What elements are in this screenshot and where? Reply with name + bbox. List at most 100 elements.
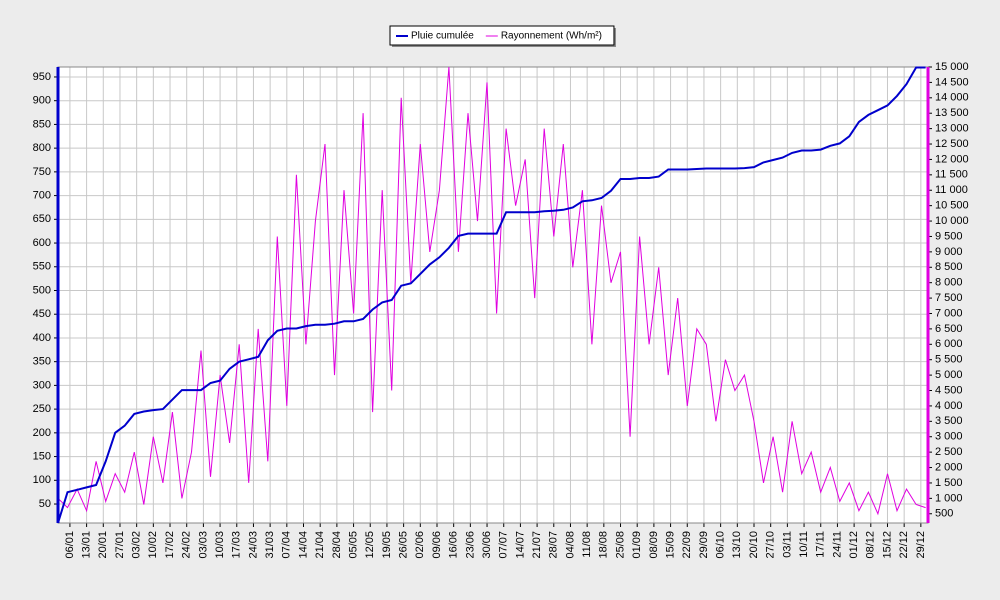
x-tick-label: 15/09: [664, 531, 676, 559]
x-tick-label: 19/05: [381, 531, 393, 559]
y2-tick-label: 10 000: [935, 215, 969, 227]
y2-tick-label: 13 000: [935, 123, 969, 135]
y2-tick-label: 9 000: [935, 246, 963, 258]
x-tick-label: 22/09: [681, 531, 693, 559]
y2-tick-label: 5 500: [935, 354, 963, 366]
x-tick-label: 10/11: [798, 531, 810, 558]
x-tick-label: 21/04: [314, 531, 326, 559]
x-tick-label: 11/08: [581, 531, 593, 558]
y2-tick-label: 11 500: [935, 169, 968, 181]
x-tick-label: 03/03: [197, 531, 209, 559]
x-tick-label: 17/02: [164, 531, 176, 559]
x-tick-label: 12/05: [364, 531, 376, 559]
series-line: [57, 66, 926, 516]
y-tick-label: 550: [33, 261, 51, 273]
legend-label: Rayonnement (Wh/m²): [501, 31, 602, 42]
y-tick-label: 450: [33, 308, 51, 320]
series-line: [57, 66, 926, 524]
y-tick-label: 150: [33, 450, 51, 462]
x-tick-label: 27/10: [765, 531, 777, 559]
y2-tick-label: 8 000: [935, 277, 963, 289]
x-tick-label: 08/12: [865, 531, 877, 559]
x-tick-label: 22/12: [898, 531, 910, 559]
y-tick-label: 250: [33, 403, 51, 415]
y2-tick-label: 12 500: [935, 138, 969, 150]
x-tick-label: 20/01: [97, 531, 109, 559]
y-tick-label: 400: [33, 332, 51, 344]
y2-tick-label: 3 500: [935, 415, 963, 427]
y2-tick-label: 12 000: [935, 153, 969, 165]
x-tick-label: 30/06: [481, 531, 493, 559]
y2-tick-label: 10 500: [935, 200, 969, 212]
x-tick-label: 24/03: [247, 531, 259, 559]
x-tick-label: 14/04: [297, 531, 309, 559]
y-tick-label: 800: [33, 142, 51, 154]
x-tick-label: 13/10: [731, 531, 743, 559]
legend: Pluie cumulée Rayonnement (Wh/m²): [389, 25, 616, 47]
y2-tick-label: 2 000: [935, 461, 963, 473]
x-tick-label: 10/02: [147, 531, 159, 559]
y-tick-label: 750: [33, 166, 51, 178]
y2-tick-label: 14 000: [935, 92, 969, 104]
x-tick-label: 03/02: [131, 531, 143, 559]
y-tick-label: 100: [33, 474, 51, 486]
y2-tick-label: 11 000: [935, 184, 968, 196]
x-tick-label: 17/11: [815, 531, 827, 558]
y-tick-label: 50: [39, 498, 51, 510]
x-tick-label: 31/03: [264, 531, 276, 559]
y2-tick-label: 4 000: [935, 400, 963, 412]
x-tick-label: 15/12: [881, 531, 893, 559]
y-tick-label: 300: [33, 379, 51, 391]
y-tick-label: 600: [33, 237, 51, 249]
y2-tick-label: 500: [935, 508, 953, 520]
y2-tick-label: 7 500: [935, 292, 963, 304]
y-tick-label: 650: [33, 213, 51, 225]
y2-tick-label: 1 500: [935, 477, 963, 489]
x-tick-label: 08/09: [648, 531, 660, 559]
x-tick-label: 06/01: [64, 531, 76, 559]
x-tick-label: 28/07: [548, 531, 560, 559]
x-tick-label: 23/06: [464, 531, 476, 559]
x-tick-label: 28/04: [331, 531, 343, 559]
x-tick-label: 05/05: [347, 531, 359, 559]
y2-tick-label: 7 000: [935, 307, 963, 319]
y-tick-label: 500: [33, 284, 51, 296]
x-tick-label: 29/12: [915, 531, 927, 559]
x-tick-label: 13/01: [81, 531, 93, 559]
x-tick-label: 02/06: [414, 531, 426, 559]
y2-tick-label: 5 000: [935, 369, 963, 381]
x-tick-label: 17/03: [231, 531, 243, 559]
x-tick-label: 14/07: [514, 531, 526, 559]
x-tick-label: 29/09: [698, 531, 710, 559]
y2-tick-label: 15 000: [935, 61, 969, 73]
legend-box: [389, 25, 615, 46]
y2-tick-label: 6 500: [935, 323, 963, 335]
x-tick-label: 18/08: [598, 531, 610, 559]
y2-tick-label: 13 500: [935, 107, 969, 119]
x-tick-label: 07/04: [281, 531, 293, 559]
x-tick-label: 10/03: [214, 531, 226, 559]
y2-tick-label: 6 000: [935, 338, 963, 350]
x-tick-label: 09/06: [431, 531, 443, 559]
x-tick-label: 04/08: [564, 531, 576, 559]
x-tick-label: 27/01: [114, 531, 126, 559]
x-tick-label: 21/07: [531, 531, 543, 559]
legend-label: Pluie cumulée: [411, 31, 474, 42]
x-tick-label: 26/05: [398, 531, 410, 559]
y2-tick-label: 14 500: [935, 76, 969, 88]
x-tick-label: 16/06: [448, 531, 460, 559]
y2-tick-label: 1 000: [935, 492, 963, 504]
y-tick-label: 850: [33, 118, 51, 130]
x-tick-label: 24/02: [181, 531, 193, 559]
x-tick-label: 03/11: [781, 531, 793, 558]
y-tick-label: 700: [33, 189, 51, 201]
y2-tick-label: 9 500: [935, 230, 963, 242]
x-tick-label: 01/12: [848, 531, 860, 559]
y2-tick-label: 4 500: [935, 384, 963, 396]
x-tick-label: 25/08: [614, 531, 626, 559]
y-tick-label: 350: [33, 356, 51, 368]
x-tick-label: 01/09: [631, 531, 643, 559]
y2-tick-label: 2 500: [935, 446, 963, 458]
x-tick-label: 07/07: [498, 531, 510, 559]
